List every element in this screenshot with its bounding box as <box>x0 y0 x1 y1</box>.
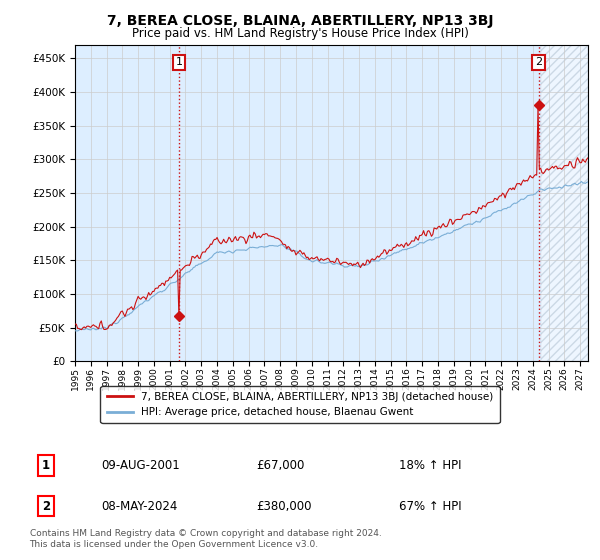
Text: Contains HM Land Registry data © Crown copyright and database right 2024.
This d: Contains HM Land Registry data © Crown c… <box>29 529 381 549</box>
Text: 2: 2 <box>42 500 50 512</box>
Text: 09-AUG-2001: 09-AUG-2001 <box>101 459 180 472</box>
Text: Price paid vs. HM Land Registry's House Price Index (HPI): Price paid vs. HM Land Registry's House … <box>131 27 469 40</box>
Text: £67,000: £67,000 <box>256 459 304 472</box>
Legend: 7, BEREA CLOSE, BLAINA, ABERTILLERY, NP13 3BJ (detached house), HPI: Average pri: 7, BEREA CLOSE, BLAINA, ABERTILLERY, NP1… <box>100 386 500 423</box>
Text: 08-MAY-2024: 08-MAY-2024 <box>101 500 178 512</box>
Text: 1: 1 <box>176 58 182 67</box>
Text: 2: 2 <box>535 58 542 67</box>
Text: 67% ↑ HPI: 67% ↑ HPI <box>400 500 462 512</box>
Bar <box>541 45 588 361</box>
Text: 1: 1 <box>42 459 50 472</box>
Text: 18% ↑ HPI: 18% ↑ HPI <box>400 459 462 472</box>
Text: 7, BEREA CLOSE, BLAINA, ABERTILLERY, NP13 3BJ: 7, BEREA CLOSE, BLAINA, ABERTILLERY, NP1… <box>107 14 493 28</box>
Bar <box>75 45 541 361</box>
Text: £380,000: £380,000 <box>256 500 311 512</box>
